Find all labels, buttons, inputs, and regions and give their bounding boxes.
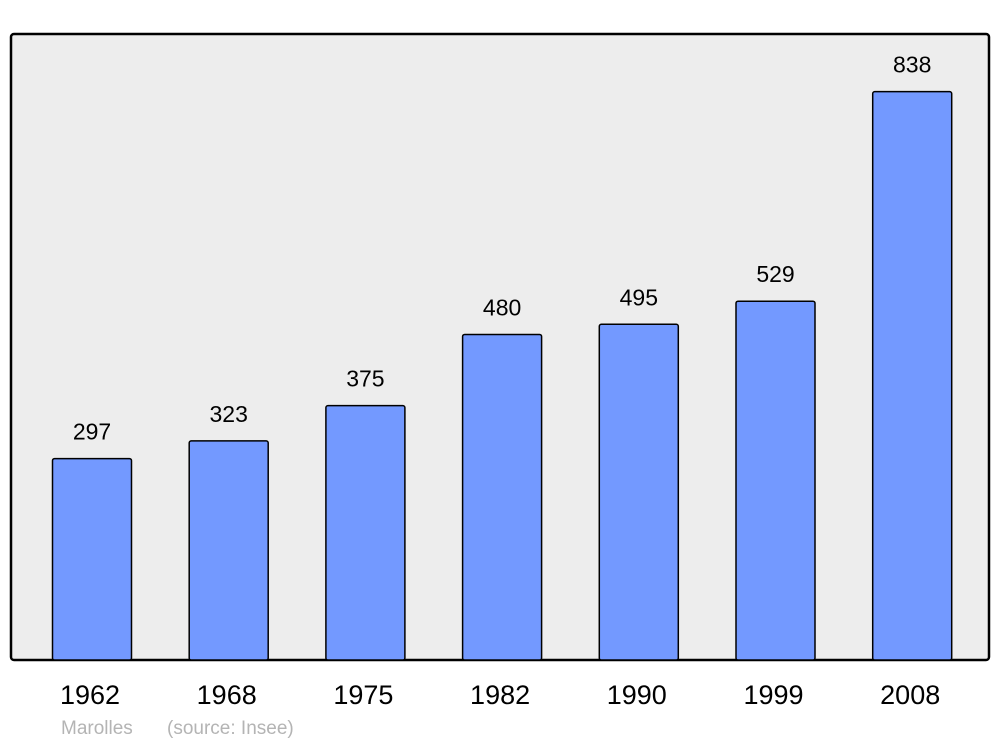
bar-2008 — [871, 90, 953, 661]
bar-1975 — [325, 404, 406, 661]
data-label-1962: 297 — [73, 419, 111, 445]
bar-1999 — [735, 300, 816, 661]
x-tick-label: 1999 — [743, 680, 803, 710]
data-label-1968: 323 — [210, 401, 248, 427]
bar-1990 — [598, 323, 680, 661]
data-label-1999: 529 — [756, 261, 794, 287]
bar-1982 — [461, 333, 543, 661]
data-label-2008: 838 — [893, 52, 931, 78]
x-tick-label: 1975 — [333, 680, 393, 710]
x-tick-label: 1982 — [470, 680, 530, 710]
bar-1968 — [188, 440, 269, 661]
bar-1962 — [51, 457, 133, 661]
x-tick-label: 2008 — [880, 680, 940, 710]
footer-place: Marolles — [61, 718, 133, 739]
x-tick-label: 1990 — [607, 680, 667, 710]
data-label-1975: 375 — [346, 366, 384, 392]
footer-source: (source: Insee) — [167, 718, 294, 739]
x-tick-label: 1962 — [60, 680, 120, 710]
data-label-1982: 480 — [483, 294, 521, 320]
data-label-1990: 495 — [620, 284, 658, 310]
x-tick-label: 1968 — [197, 680, 257, 710]
